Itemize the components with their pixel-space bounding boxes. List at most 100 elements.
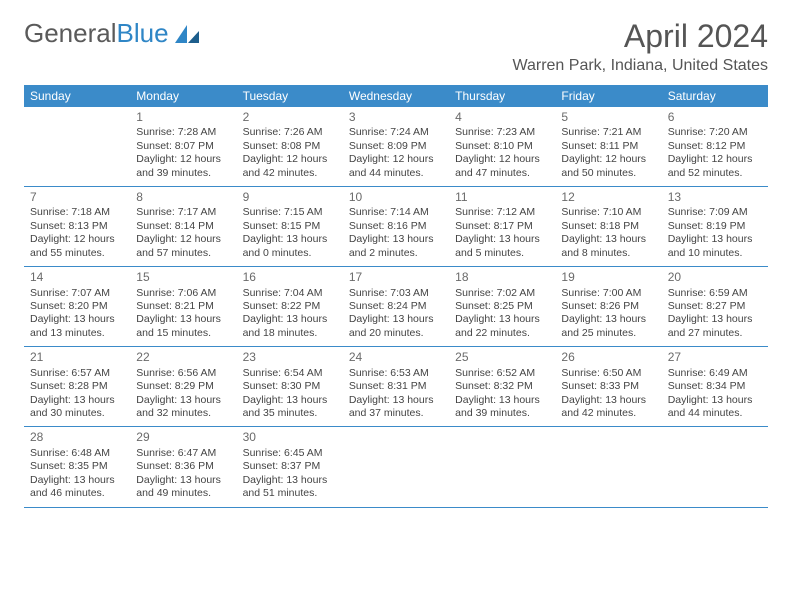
calendar-day: 2Sunrise: 7:26 AMSunset: 8:08 PMDaylight… bbox=[237, 107, 343, 186]
calendar-day: 16Sunrise: 7:04 AMSunset: 8:22 PMDayligh… bbox=[237, 267, 343, 346]
sunrise-text: Sunrise: 7:09 AM bbox=[668, 206, 762, 219]
calendar-week: 28Sunrise: 6:48 AMSunset: 8:35 PMDayligh… bbox=[24, 427, 768, 507]
location-subtitle: Warren Park, Indiana, United States bbox=[512, 57, 768, 75]
logo: GeneralBlue bbox=[24, 18, 201, 49]
sunset-text: Sunset: 8:28 PM bbox=[30, 380, 124, 393]
title-block: April 2024 Warren Park, Indiana, United … bbox=[512, 18, 768, 75]
daylight-text: Daylight: 13 hours and 25 minutes. bbox=[561, 313, 655, 340]
sunrise-text: Sunrise: 7:12 AM bbox=[455, 206, 549, 219]
day-number: 13 bbox=[668, 190, 762, 205]
day-number: 23 bbox=[243, 350, 337, 365]
sunrise-text: Sunrise: 7:18 AM bbox=[30, 206, 124, 219]
day-number: 8 bbox=[136, 190, 230, 205]
sunset-text: Sunset: 8:07 PM bbox=[136, 140, 230, 153]
calendar-day: 10Sunrise: 7:14 AMSunset: 8:16 PMDayligh… bbox=[343, 187, 449, 266]
calendar-day: 18Sunrise: 7:02 AMSunset: 8:25 PMDayligh… bbox=[449, 267, 555, 346]
calendar-day-empty bbox=[24, 107, 130, 186]
calendar-day: 9Sunrise: 7:15 AMSunset: 8:15 PMDaylight… bbox=[237, 187, 343, 266]
daylight-text: Daylight: 13 hours and 0 minutes. bbox=[243, 233, 337, 260]
sunset-text: Sunset: 8:33 PM bbox=[561, 380, 655, 393]
sunrise-text: Sunrise: 7:26 AM bbox=[243, 126, 337, 139]
calendar-day: 5Sunrise: 7:21 AMSunset: 8:11 PMDaylight… bbox=[555, 107, 661, 186]
calendar-day: 3Sunrise: 7:24 AMSunset: 8:09 PMDaylight… bbox=[343, 107, 449, 186]
sunrise-text: Sunrise: 7:00 AM bbox=[561, 287, 655, 300]
day-number: 27 bbox=[668, 350, 762, 365]
sunrise-text: Sunrise: 6:54 AM bbox=[243, 367, 337, 380]
calendar-day: 1Sunrise: 7:28 AMSunset: 8:07 PMDaylight… bbox=[130, 107, 236, 186]
daylight-text: Daylight: 13 hours and 8 minutes. bbox=[561, 233, 655, 260]
calendar-day: 8Sunrise: 7:17 AMSunset: 8:14 PMDaylight… bbox=[130, 187, 236, 266]
daylight-text: Daylight: 13 hours and 22 minutes. bbox=[455, 313, 549, 340]
daylight-text: Daylight: 13 hours and 44 minutes. bbox=[668, 394, 762, 421]
sunset-text: Sunset: 8:26 PM bbox=[561, 300, 655, 313]
sunrise-text: Sunrise: 6:49 AM bbox=[668, 367, 762, 380]
sunset-text: Sunset: 8:27 PM bbox=[668, 300, 762, 313]
day-number: 19 bbox=[561, 270, 655, 285]
sunrise-text: Sunrise: 7:24 AM bbox=[349, 126, 443, 139]
calendar-day: 6Sunrise: 7:20 AMSunset: 8:12 PMDaylight… bbox=[662, 107, 768, 186]
sunset-text: Sunset: 8:08 PM bbox=[243, 140, 337, 153]
daylight-text: Daylight: 13 hours and 32 minutes. bbox=[136, 394, 230, 421]
sunrise-text: Sunrise: 6:53 AM bbox=[349, 367, 443, 380]
daylight-text: Daylight: 13 hours and 42 minutes. bbox=[561, 394, 655, 421]
daylight-text: Daylight: 12 hours and 39 minutes. bbox=[136, 153, 230, 180]
day-header: Sunday bbox=[24, 85, 130, 107]
calendar-day: 15Sunrise: 7:06 AMSunset: 8:21 PMDayligh… bbox=[130, 267, 236, 346]
calendar-week: 14Sunrise: 7:07 AMSunset: 8:20 PMDayligh… bbox=[24, 267, 768, 347]
sunset-text: Sunset: 8:17 PM bbox=[455, 220, 549, 233]
day-number: 16 bbox=[243, 270, 337, 285]
daylight-text: Daylight: 13 hours and 35 minutes. bbox=[243, 394, 337, 421]
daylight-text: Daylight: 13 hours and 39 minutes. bbox=[455, 394, 549, 421]
day-number: 10 bbox=[349, 190, 443, 205]
daylight-text: Daylight: 13 hours and 2 minutes. bbox=[349, 233, 443, 260]
sunset-text: Sunset: 8:35 PM bbox=[30, 460, 124, 473]
day-number: 4 bbox=[455, 110, 549, 125]
day-number: 6 bbox=[668, 110, 762, 125]
sunrise-text: Sunrise: 6:56 AM bbox=[136, 367, 230, 380]
sunrise-text: Sunrise: 7:14 AM bbox=[349, 206, 443, 219]
day-number: 20 bbox=[668, 270, 762, 285]
calendar-day: 14Sunrise: 7:07 AMSunset: 8:20 PMDayligh… bbox=[24, 267, 130, 346]
daylight-text: Daylight: 12 hours and 55 minutes. bbox=[30, 233, 124, 260]
sunset-text: Sunset: 8:13 PM bbox=[30, 220, 124, 233]
calendar-day-empty bbox=[449, 427, 555, 506]
day-number: 12 bbox=[561, 190, 655, 205]
day-number: 29 bbox=[136, 430, 230, 445]
day-header: Monday bbox=[130, 85, 236, 107]
day-number: 2 bbox=[243, 110, 337, 125]
calendar-day-empty bbox=[662, 427, 768, 506]
calendar-day: 26Sunrise: 6:50 AMSunset: 8:33 PMDayligh… bbox=[555, 347, 661, 426]
calendar-day-empty bbox=[343, 427, 449, 506]
sunrise-text: Sunrise: 7:28 AM bbox=[136, 126, 230, 139]
sunset-text: Sunset: 8:19 PM bbox=[668, 220, 762, 233]
day-number: 15 bbox=[136, 270, 230, 285]
calendar-day: 17Sunrise: 7:03 AMSunset: 8:24 PMDayligh… bbox=[343, 267, 449, 346]
daylight-text: Daylight: 12 hours and 47 minutes. bbox=[455, 153, 549, 180]
calendar-day: 25Sunrise: 6:52 AMSunset: 8:32 PMDayligh… bbox=[449, 347, 555, 426]
sunset-text: Sunset: 8:22 PM bbox=[243, 300, 337, 313]
day-number: 14 bbox=[30, 270, 124, 285]
sunset-text: Sunset: 8:29 PM bbox=[136, 380, 230, 393]
calendar-day: 7Sunrise: 7:18 AMSunset: 8:13 PMDaylight… bbox=[24, 187, 130, 266]
sunset-text: Sunset: 8:15 PM bbox=[243, 220, 337, 233]
daylight-text: Daylight: 12 hours and 42 minutes. bbox=[243, 153, 337, 180]
logo-sail-icon bbox=[173, 23, 201, 45]
sunset-text: Sunset: 8:32 PM bbox=[455, 380, 549, 393]
calendar-day: 27Sunrise: 6:49 AMSunset: 8:34 PMDayligh… bbox=[662, 347, 768, 426]
day-header: Thursday bbox=[449, 85, 555, 107]
daylight-text: Daylight: 13 hours and 46 minutes. bbox=[30, 474, 124, 501]
sunset-text: Sunset: 8:12 PM bbox=[668, 140, 762, 153]
page-title: April 2024 bbox=[512, 18, 768, 55]
sunset-text: Sunset: 8:14 PM bbox=[136, 220, 230, 233]
logo-word2: Blue bbox=[117, 18, 169, 49]
calendar-day: 12Sunrise: 7:10 AMSunset: 8:18 PMDayligh… bbox=[555, 187, 661, 266]
daylight-text: Daylight: 12 hours and 50 minutes. bbox=[561, 153, 655, 180]
calendar: SundayMondayTuesdayWednesdayThursdayFrid… bbox=[24, 85, 768, 508]
sunset-text: Sunset: 8:20 PM bbox=[30, 300, 124, 313]
sunrise-text: Sunrise: 7:21 AM bbox=[561, 126, 655, 139]
daylight-text: Daylight: 13 hours and 18 minutes. bbox=[243, 313, 337, 340]
sunrise-text: Sunrise: 7:10 AM bbox=[561, 206, 655, 219]
day-header: Wednesday bbox=[343, 85, 449, 107]
daylight-text: Daylight: 12 hours and 57 minutes. bbox=[136, 233, 230, 260]
calendar-day: 29Sunrise: 6:47 AMSunset: 8:36 PMDayligh… bbox=[130, 427, 236, 506]
